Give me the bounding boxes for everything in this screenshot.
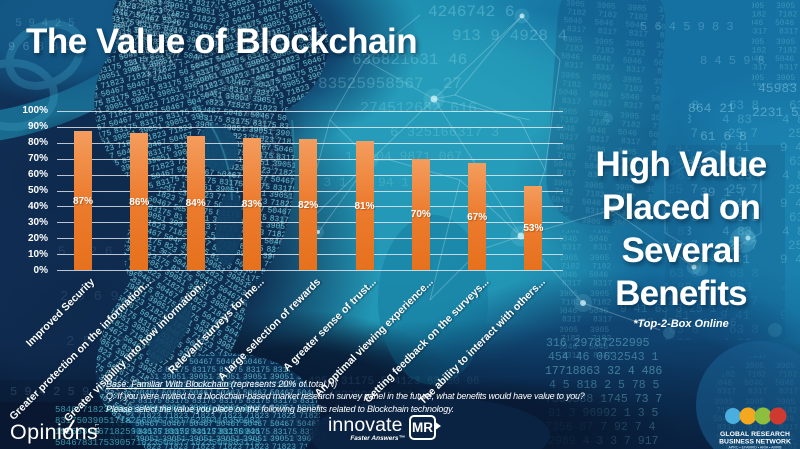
svg-text:2 9 6 9: 2 9 6 9 xyxy=(60,289,119,305)
svg-text:636821631 46: 636821631 46 xyxy=(352,51,467,69)
svg-text:584677182350468317539057182350: 58467718235046831753905718235046829467 xyxy=(55,405,260,415)
svg-text:504678317539057182350467718235: 50467831753905718235046771823504683175 xyxy=(55,438,260,448)
svg-text:GLOBAL RESEARCH: GLOBAL RESEARCH xyxy=(720,431,790,438)
svg-text:5 6 4 5 9 8 3: 5 6 4 5 9 8 3 xyxy=(640,20,734,34)
svg-text:2231 5: 2231 5 xyxy=(752,105,799,120)
svg-text:9 6 8 8 5 6: 9 6 8 8 5 6 xyxy=(8,40,87,54)
svg-text:5 9 4 2 5: 5 9 4 2 5 xyxy=(2,18,75,30)
svg-text:4246742 6: 4246742 6 xyxy=(428,3,514,21)
svg-text:17718863 32 4 486: 17718863 32 4 486 xyxy=(545,365,662,378)
svg-text:274512682 616: 274512682 616 xyxy=(360,100,477,117)
svg-text:192583046718259046371805294617: 19258304671825904637180529461738250946 xyxy=(55,427,260,437)
svg-text:83525958567 27: 83525958567 27 xyxy=(318,75,462,93)
svg-text:831750390517182560467381752904: 83175039051718256046738175290418356082 xyxy=(55,416,260,426)
svg-text:5 9 4 2 5 9: 5 9 4 2 5 9 xyxy=(10,385,89,399)
svg-text:5 7 7 1: 5 7 7 1 xyxy=(96,94,143,106)
svg-text:61 6 8: 61 6 8 xyxy=(700,129,747,144)
svg-text:1 8 04 9871 067: 1 8 04 9871 067 xyxy=(345,149,462,164)
svg-text:BUSINESS NETWORK: BUSINESS NETWORK xyxy=(719,439,791,446)
svg-text:8 4 5 9 8: 8 4 5 9 8 xyxy=(700,54,765,68)
svg-text:45983: 45983 xyxy=(758,81,797,96)
svg-text:316 29787252995: 316 29787252995 xyxy=(546,337,650,350)
svg-text:454 46 0632543 1: 454 46 0632543 1 xyxy=(548,351,659,364)
svg-text:913 9 4928 4: 913 9 4928 4 xyxy=(452,27,567,45)
svg-text:APRC • EFAMRO • ARIA • AMRB: APRC • EFAMRO • ARIA • AMRB xyxy=(728,446,782,449)
svg-text:864 21: 864 21 xyxy=(688,101,735,116)
svg-text:2 5 1 8: 2 5 1 8 xyxy=(66,334,125,350)
svg-text:6 325166317 3: 6 325166317 3 xyxy=(390,125,508,141)
svg-text:25 3 1 57 94 1: 25 3 1 57 94 1 xyxy=(300,175,409,190)
